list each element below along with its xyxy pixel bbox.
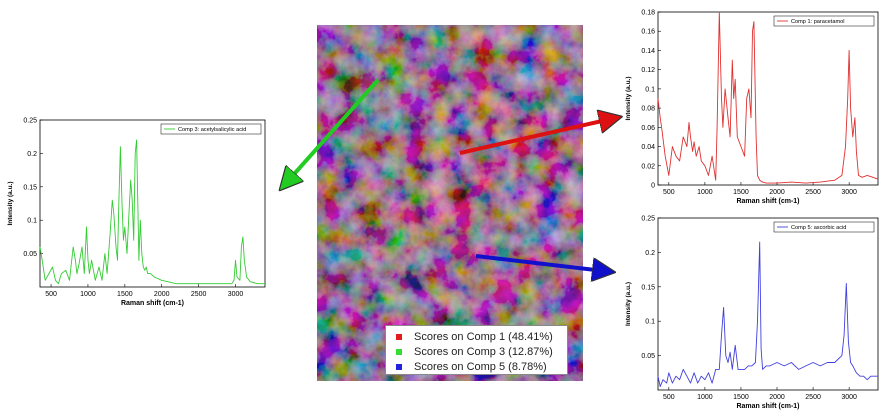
legend-label-comp5: Scores on Comp 5 (8.78%) xyxy=(414,360,547,373)
comp1-ytick-label: 0.18 xyxy=(641,10,655,17)
comp5-plot-area xyxy=(657,217,879,391)
comp1-plot-area xyxy=(657,11,879,186)
comp5-ytick-label: 0.15 xyxy=(641,284,655,291)
comp3-xtick-label: 3000 xyxy=(228,291,244,298)
comp5-ytick-label: 0.1 xyxy=(645,319,655,326)
comp1-ytick-label: 0.04 xyxy=(641,144,655,151)
comp5-xlabel: Raman shift (cm-1) xyxy=(736,403,799,410)
comp1-ytick-label: 0.14 xyxy=(641,48,655,55)
comp3-xtick-label: 500 xyxy=(45,291,57,298)
comp3-series-line xyxy=(39,139,265,285)
comp3-ytick-label: 0.1 xyxy=(27,218,37,225)
comp1-xtick-label: 2500 xyxy=(805,189,821,196)
chart-comp3: 0.05 0.1 0.15 0.2 0.25 500 1000 1500 2000 2500 300… xyxy=(7,118,266,307)
comp3-ylabel: Intensity (a.u.) xyxy=(7,181,14,225)
comp3-xtick-label: 2500 xyxy=(191,291,207,298)
legend-swatch-comp1 xyxy=(396,333,402,340)
legend-swatch-comp5 xyxy=(396,363,402,370)
comp3-xtick-label: 1500 xyxy=(117,291,133,298)
legend-item-comp3: Scores on Comp 3 (12.87%) xyxy=(396,344,567,359)
chart-comp5: 0.05 0.1 0.15 0.2 0.25 500 1000 1500 2000 2500 300… xyxy=(625,216,879,410)
comp3-ytick-label: 0.05 xyxy=(23,251,37,258)
comp1-ytick-label: 0.02 xyxy=(641,163,655,170)
comp3-legend-label: Comp 3: acetylsalicylic acid xyxy=(178,127,246,133)
comp1-ytick-label: 0.08 xyxy=(641,106,655,113)
comp1-ytick-label: 0.1 xyxy=(645,86,655,93)
legend-label-comp1: Scores on Comp 1 (48.41%) xyxy=(414,330,553,343)
comp3-ytick-label: 0.15 xyxy=(23,184,37,191)
comp1-xtick-label: 2000 xyxy=(769,189,785,196)
comp1-legend-label: Comp 1: paracetamol xyxy=(791,19,844,25)
comp5-ytick-label: 0.05 xyxy=(641,353,655,360)
comp5-xtick-label: 2500 xyxy=(805,394,821,401)
comp1-xlabel: Raman shift (cm-1) xyxy=(736,198,799,205)
comp1-ytick-label: 0 xyxy=(651,183,655,190)
comp5-xtick-label: 2000 xyxy=(769,394,785,401)
comp5-xtick-label: 500 xyxy=(663,394,675,401)
comp1-legend-box xyxy=(773,15,875,27)
comp1-ytick-label: 0.12 xyxy=(641,67,655,74)
comp1-ytick-label: 0.06 xyxy=(641,125,655,132)
score-map-image xyxy=(317,25,583,381)
legend-label-comp3: Scores on Comp 3 (12.87%) xyxy=(414,345,553,358)
comp3-xlabel: Raman shift (cm-1) xyxy=(121,300,184,307)
comp3-xtick-label: 2000 xyxy=(154,291,170,298)
comp3-legend-box xyxy=(160,123,262,135)
comp1-ylabel: Intensity (a.u.) xyxy=(625,76,632,120)
score-map-legend: Scores on Comp 1 (48.41%) Scores on Comp… xyxy=(385,325,568,375)
comp5-legend-box xyxy=(773,221,875,233)
comp5-ylabel: Intensity (a.u.) xyxy=(625,282,632,326)
legend-swatch-comp3 xyxy=(396,348,402,355)
comp5-xtick-label: 3000 xyxy=(841,394,857,401)
comp5-xtick-label: 1500 xyxy=(733,394,749,401)
comp1-series-line xyxy=(657,11,879,184)
comp1-xtick-label: 500 xyxy=(663,189,675,196)
comp3-xtick-label: 1000 xyxy=(80,291,96,298)
comp1-ytick-label: 0.16 xyxy=(641,29,655,36)
comp5-ytick-label: 0.2 xyxy=(645,250,655,257)
legend-item-comp1: Scores on Comp 1 (48.41%) xyxy=(396,329,567,344)
comp3-plot-area xyxy=(39,119,266,288)
comp1-xtick-label: 1500 xyxy=(733,189,749,196)
comp3-ytick-label: 0.25 xyxy=(23,118,37,125)
comp3-ytick-label: 0.2 xyxy=(27,151,37,158)
comp5-xtick-label: 1000 xyxy=(697,394,713,401)
chart-comp1: 0 0.02 0.04 0.06 0.08 0.1 0.12 0.14 0.16 0.18 500 1… xyxy=(625,10,879,205)
comp5-ytick-label: 0.25 xyxy=(641,216,655,223)
comp1-xtick-label: 1000 xyxy=(697,189,713,196)
comp5-legend-label: Comp 5: ascorbic acid xyxy=(791,225,846,231)
comp1-xtick-label: 3000 xyxy=(841,189,857,196)
comp5-series-line xyxy=(657,241,878,388)
legend-item-comp5: Scores on Comp 5 (8.78%) xyxy=(396,359,567,374)
